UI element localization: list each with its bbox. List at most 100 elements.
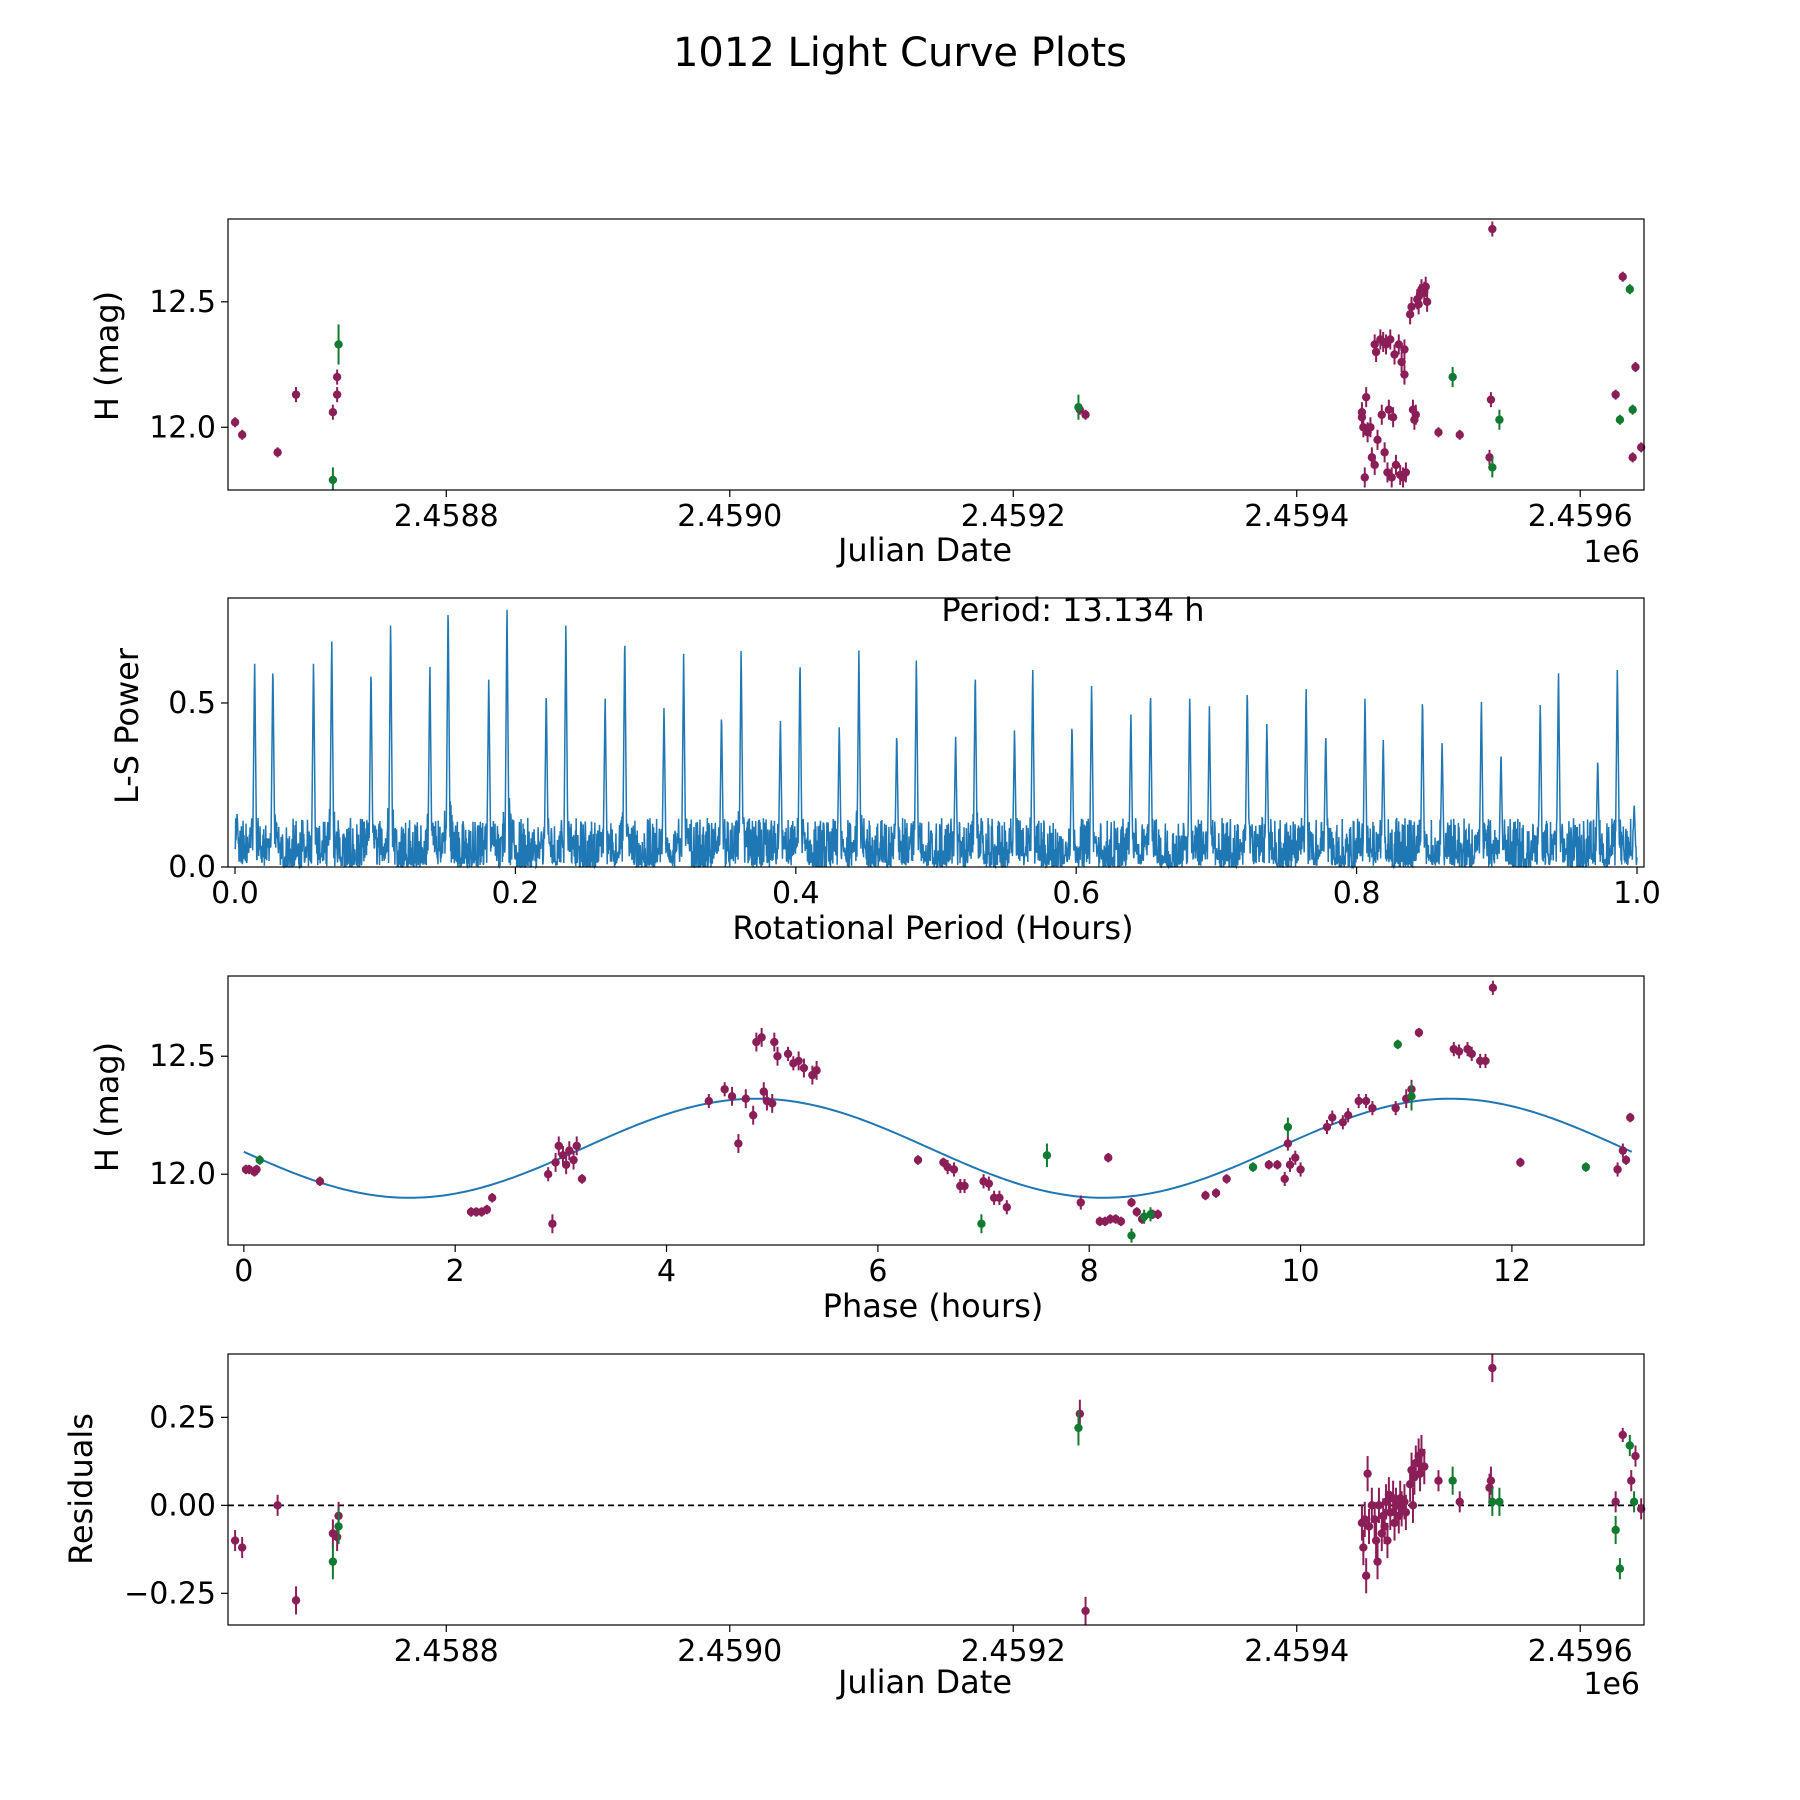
- phased-green-point: [1249, 1163, 1257, 1171]
- raw-maroon-point: [1370, 461, 1378, 469]
- periodogram-x-tick-label: 0.0: [211, 876, 259, 911]
- phased-maroon-point: [1613, 1165, 1621, 1173]
- phased-maroon-point: [1117, 1217, 1125, 1225]
- residuals-maroon-point: [292, 1596, 300, 1604]
- raw-maroon-point: [1373, 436, 1381, 444]
- residuals-maroon-point: [1420, 1462, 1428, 1470]
- residuals-maroon-point: [1361, 1515, 1369, 1523]
- raw-maroon-point: [1400, 370, 1408, 378]
- residuals-green-point: [1630, 1498, 1638, 1506]
- raw-maroon-point: [1392, 461, 1400, 469]
- phased-green-point: [1043, 1151, 1051, 1159]
- phased-maroon-point: [1516, 1158, 1524, 1166]
- residuals-green-point: [1448, 1477, 1456, 1485]
- phased-maroon-point: [544, 1170, 552, 1178]
- raw-maroon-point: [238, 431, 246, 439]
- residuals-green-point: [329, 1557, 337, 1565]
- raw-maroon-point: [1386, 335, 1394, 343]
- raw-maroon-point: [273, 448, 281, 456]
- residuals-data-points: [231, 1354, 1645, 1625]
- phased-maroon-point: [1391, 1104, 1399, 1112]
- raw-maroon-point: [1406, 310, 1414, 318]
- phased-maroon-point: [565, 1146, 573, 1154]
- phased-y-axis-label: H (mag): [88, 1042, 126, 1172]
- raw-maroon-point: [1358, 408, 1366, 416]
- phased-maroon-point: [551, 1158, 559, 1166]
- raw-x-tick-label: 2.4596: [1528, 499, 1633, 534]
- phased-maroon-point: [1296, 1165, 1304, 1173]
- phased-maroon-point: [1222, 1175, 1230, 1183]
- raw-maroon-point: [1487, 395, 1495, 403]
- phased-maroon-point: [548, 1220, 556, 1228]
- phased-green-point: [1582, 1163, 1590, 1171]
- raw-maroon-point: [292, 390, 300, 398]
- periodogram-x-axis-label: Rotational Period (Hours): [732, 909, 1133, 947]
- raw-maroon-point: [1414, 300, 1422, 308]
- residuals-maroon-point: [1390, 1519, 1398, 1527]
- raw-maroon-point: [1402, 468, 1410, 476]
- raw-maroon-point: [1619, 273, 1627, 281]
- residuals-maroon-point: [1365, 1522, 1373, 1530]
- residuals-maroon-point: [1487, 1477, 1495, 1485]
- residuals-maroon-point: [1373, 1557, 1381, 1565]
- residuals-maroon-point: [1400, 1498, 1408, 1506]
- phased-maroon-point: [1291, 1153, 1299, 1161]
- phased-maroon-point: [1328, 1113, 1336, 1121]
- raw-maroon-point: [231, 418, 239, 426]
- phased-maroon-point: [1077, 1198, 1085, 1206]
- phased-maroon-point: [1281, 1175, 1289, 1183]
- phased-maroon-point: [705, 1097, 713, 1105]
- residuals-maroon-point: [1406, 1480, 1414, 1488]
- phased-green-point: [1407, 1092, 1415, 1100]
- phased-maroon-point: [1354, 1097, 1362, 1105]
- raw-maroon-point: [1412, 411, 1420, 419]
- residuals-maroon-point: [1619, 1431, 1627, 1439]
- raw-x-tick-label: 2.4594: [1244, 499, 1349, 534]
- raw-x-tick-label: 2.4588: [394, 499, 499, 534]
- residuals-green-point: [1611, 1526, 1619, 1534]
- raw-green-point: [1616, 416, 1624, 424]
- phased-maroon-point: [773, 1052, 781, 1060]
- raw-maroon-point: [1380, 448, 1388, 456]
- phased-maroon-point: [1468, 1050, 1476, 1058]
- phased-maroon-point: [950, 1165, 958, 1173]
- raw-maroon-point: [1611, 390, 1619, 398]
- raw-maroon-point: [1362, 393, 1370, 401]
- phased-maroon-point: [1003, 1203, 1011, 1211]
- residuals-maroon-point: [1456, 1498, 1464, 1506]
- raw-green-point: [1448, 373, 1456, 381]
- residuals-maroon-point: [1434, 1477, 1442, 1485]
- phased-green-point: [1146, 1210, 1154, 1218]
- raw-green-point: [329, 476, 337, 484]
- phased-maroon-point: [770, 1038, 778, 1046]
- residuals-x-tick-label: 2.4592: [961, 1634, 1066, 1669]
- phased-maroon-point: [1415, 1028, 1423, 1036]
- residuals-maroon-point: [231, 1536, 239, 1544]
- phased-maroon-point: [1286, 1161, 1294, 1169]
- phased-maroon-point: [1455, 1047, 1463, 1055]
- periodogram-x-tick-label: 0.4: [772, 876, 820, 911]
- residuals-maroon-point: [1359, 1543, 1367, 1551]
- raw-green-point: [1495, 416, 1503, 424]
- raw-maroon-point: [1423, 298, 1431, 306]
- residuals-maroon-point: [238, 1543, 246, 1551]
- phased-maroon-point: [1339, 1118, 1347, 1126]
- phased-maroon-point: [1212, 1189, 1220, 1197]
- residuals-green-point: [1616, 1564, 1624, 1572]
- phased-maroon-point: [1201, 1191, 1209, 1199]
- raw-x-tick-label: 2.4590: [677, 499, 782, 534]
- phased-maroon-point: [1323, 1123, 1331, 1131]
- phased-light-curve-panel: H (mag) Phase (hours) 0 2 4 6 8 10 1212.012.5: [88, 976, 1644, 1325]
- residuals-y-tick-label: 0.00: [149, 1488, 216, 1523]
- raw-maroon-point: [1081, 411, 1089, 419]
- residuals-maroon-point: [333, 1533, 341, 1541]
- phased-x-tick-label: 10: [1281, 1254, 1319, 1289]
- raw-x-tick-label: 2.4592: [961, 499, 1066, 534]
- phased-maroon-point: [800, 1064, 808, 1072]
- raw-y-tick-label: 12.5: [149, 285, 216, 320]
- raw-data-points: [231, 222, 1645, 490]
- periodogram-y-tick-label: 0.5: [168, 686, 216, 721]
- periodogram-y-axis-label: L-S Power: [108, 647, 146, 804]
- periodogram-panel: L-S Power Rotational Period (Hours) Peri…: [108, 591, 1661, 947]
- raw-maroon-point: [1385, 406, 1393, 414]
